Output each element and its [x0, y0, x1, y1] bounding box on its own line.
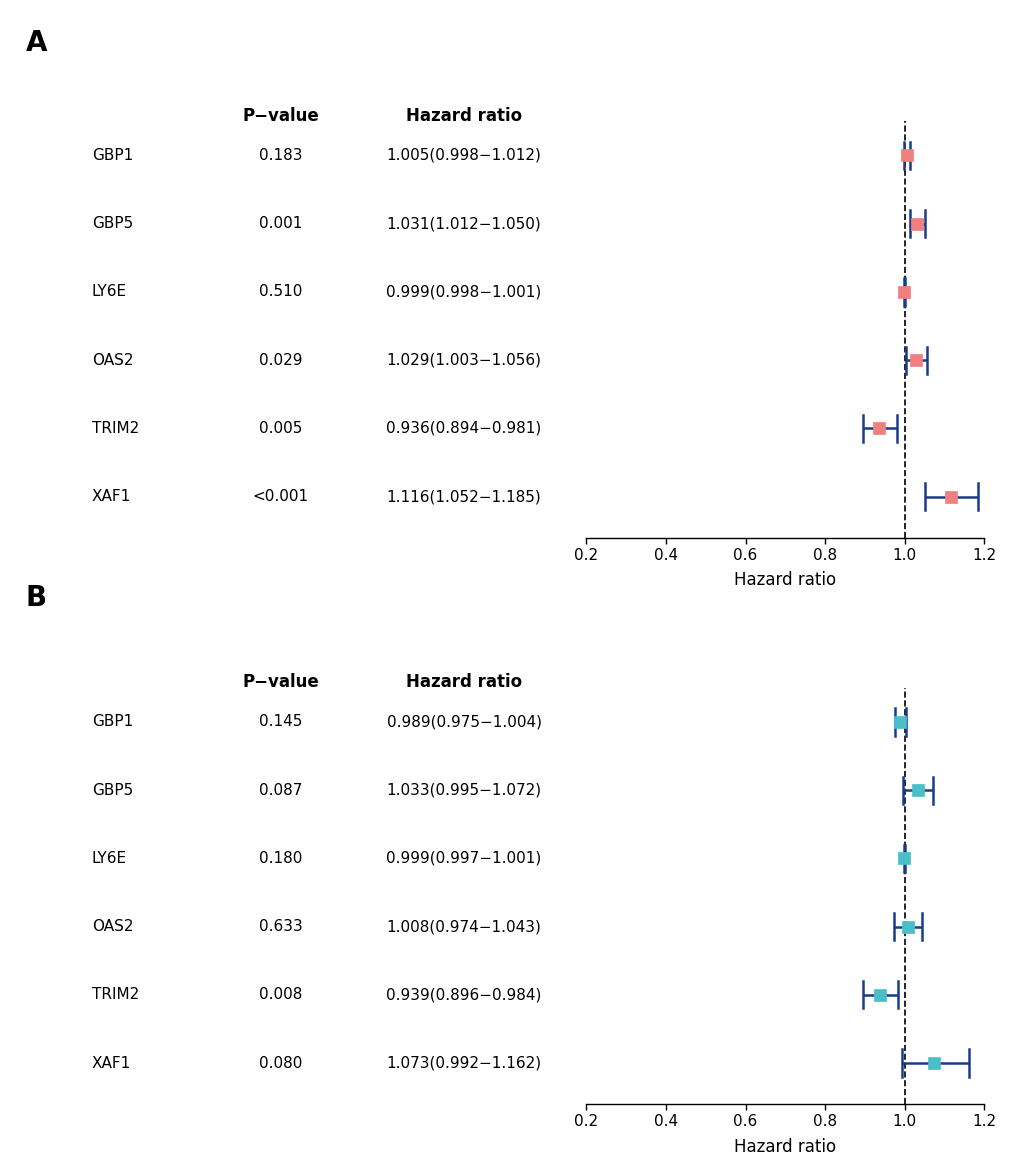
Text: 1.033(0.995−1.072): 1.033(0.995−1.072): [386, 783, 541, 798]
Text: GBP1: GBP1: [92, 148, 132, 163]
Text: P−value: P−value: [242, 106, 319, 125]
Text: GBP5: GBP5: [92, 783, 132, 798]
Text: OAS2: OAS2: [92, 919, 133, 934]
Text: <0.001: <0.001: [252, 489, 309, 504]
Text: B: B: [25, 584, 47, 612]
Text: GBP5: GBP5: [92, 216, 132, 231]
Text: 0.633: 0.633: [259, 919, 302, 934]
Text: XAF1: XAF1: [92, 1055, 130, 1070]
X-axis label: Hazard ratio: Hazard ratio: [734, 571, 836, 590]
Text: 1.005(0.998−1.012): 1.005(0.998−1.012): [386, 148, 541, 163]
Text: 0.087: 0.087: [259, 783, 302, 798]
Text: 0.001: 0.001: [259, 216, 302, 231]
Text: 0.029: 0.029: [259, 353, 302, 368]
Text: GBP1: GBP1: [92, 714, 132, 729]
Text: TRIM2: TRIM2: [92, 987, 139, 1002]
Text: 0.183: 0.183: [259, 148, 302, 163]
Text: A: A: [25, 29, 47, 57]
Text: LY6E: LY6E: [92, 284, 126, 299]
Text: 1.008(0.974−1.043): 1.008(0.974−1.043): [386, 919, 541, 934]
Text: 0.989(0.975−1.004): 0.989(0.975−1.004): [386, 714, 541, 729]
Text: 0.999(0.998−1.001): 0.999(0.998−1.001): [386, 284, 541, 299]
Text: 1.116(1.052−1.185): 1.116(1.052−1.185): [386, 489, 541, 504]
Text: 0.936(0.894−0.981): 0.936(0.894−0.981): [386, 421, 541, 436]
Text: 0.510: 0.510: [259, 284, 302, 299]
Text: 0.145: 0.145: [259, 714, 302, 729]
Text: 0.939(0.896−0.984): 0.939(0.896−0.984): [386, 987, 541, 1002]
Text: TRIM2: TRIM2: [92, 421, 139, 436]
Text: 1.029(1.003−1.056): 1.029(1.003−1.056): [386, 353, 541, 368]
X-axis label: Hazard ratio: Hazard ratio: [734, 1138, 836, 1156]
Text: OAS2: OAS2: [92, 353, 133, 368]
Text: LY6E: LY6E: [92, 851, 126, 866]
Text: 0.999(0.997−1.001): 0.999(0.997−1.001): [386, 851, 541, 866]
Text: 0.180: 0.180: [259, 851, 302, 866]
Text: P−value: P−value: [242, 673, 319, 691]
Text: Hazard ratio: Hazard ratio: [406, 673, 522, 691]
Text: Hazard ratio: Hazard ratio: [406, 106, 522, 125]
Text: XAF1: XAF1: [92, 489, 130, 504]
Text: 1.073(0.992−1.162): 1.073(0.992−1.162): [386, 1055, 541, 1070]
Text: 0.080: 0.080: [259, 1055, 302, 1070]
Text: 1.031(1.012−1.050): 1.031(1.012−1.050): [386, 216, 541, 231]
Text: 0.008: 0.008: [259, 987, 302, 1002]
Text: 0.005: 0.005: [259, 421, 302, 436]
